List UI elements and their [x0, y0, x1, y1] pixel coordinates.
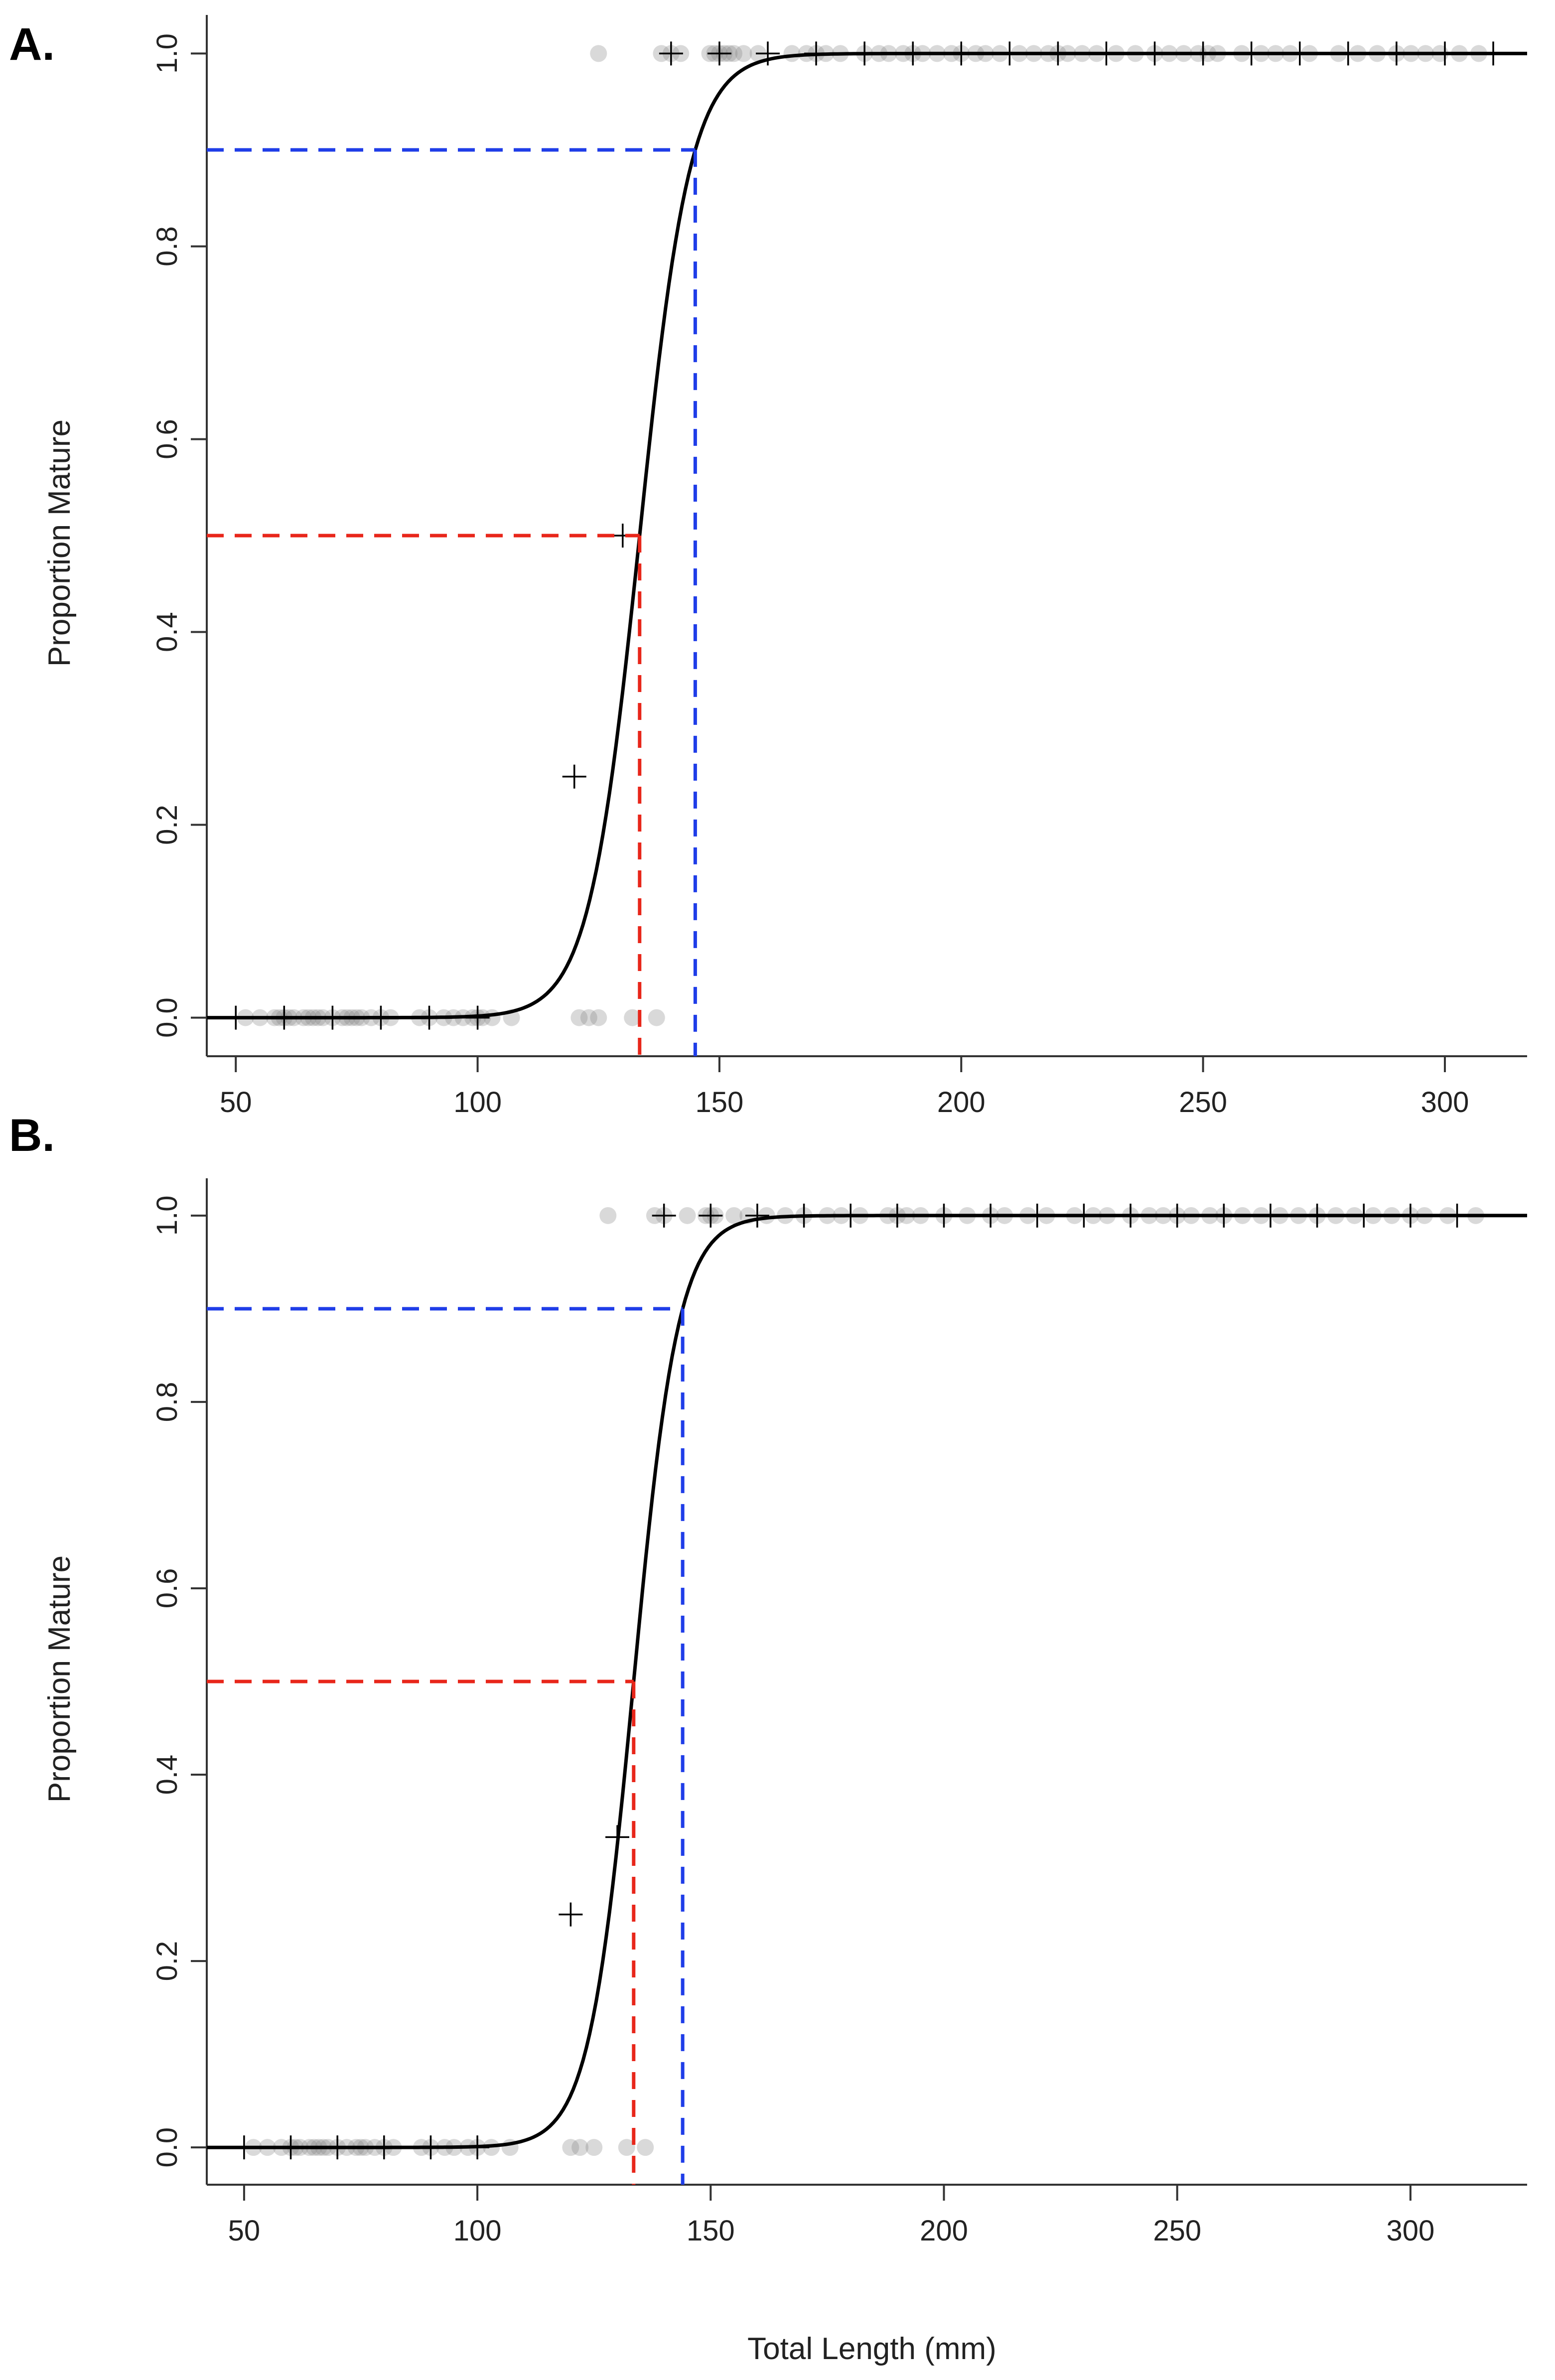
- immature-observation-point: [570, 1009, 588, 1026]
- immature-observation-point: [580, 1009, 597, 1026]
- binned-proportion-marker: [652, 1203, 676, 1228]
- immature-observation-point: [624, 1009, 641, 1026]
- immature-observation-point: [590, 1009, 607, 1026]
- x-tick-label: 50: [228, 2215, 261, 2247]
- mature-observation-point: [590, 45, 607, 62]
- immature-observation-point: [562, 2139, 579, 2156]
- mature-observation-point: [725, 1207, 743, 1224]
- binned-proportion-marker: [756, 41, 780, 66]
- panel-a-ylabel: Proportion Mature: [42, 420, 77, 667]
- mature-observation-point: [725, 45, 743, 62]
- y-tick-label: 0.6: [151, 1568, 183, 1609]
- immature-observation-point: [637, 2139, 654, 2156]
- panel-b-ylabel: Proportion Mature: [42, 1555, 77, 1803]
- y-tick-label: 0.8: [151, 226, 183, 267]
- y-tick-label: 1.0: [151, 1195, 183, 1236]
- panel-b-plot: 50 100 150 200 250 300 0.0 0.2 0.4 0.6 0.8 1.0: [151, 1178, 1527, 2247]
- binned-proportion-marker: [699, 1203, 723, 1228]
- y-tick-label: 0.0: [151, 997, 183, 1038]
- x-tick-label: 150: [687, 2215, 735, 2247]
- x-tick-label: 300: [1421, 1086, 1469, 1119]
- x-tick-label: 100: [453, 1086, 502, 1119]
- immature-observation-point: [618, 2139, 635, 2156]
- panel-b-letter: B.: [9, 1110, 55, 1161]
- y-tick-label: 0.6: [151, 419, 183, 459]
- immature-observation-point: [585, 2139, 603, 2156]
- panel-a-plot: 50 100 150 200 250 300 0.0 0.2 0.4 0.6 0.8 1.0: [151, 15, 1527, 1119]
- x-tick-label: 50: [220, 1086, 252, 1119]
- y-tick-label: 0.0: [151, 2127, 183, 2168]
- x-tick-label: 250: [1153, 2215, 1201, 2247]
- binned-proportion-marker: [745, 1203, 769, 1228]
- x-tick-label: 300: [1387, 2215, 1435, 2247]
- panel-b: B. Proportion Mature 50 100 150 200 250 300 0.…: [9, 1110, 1527, 2247]
- mature-observation-point: [679, 1207, 696, 1224]
- mature-observation-point: [599, 1207, 617, 1224]
- y-tick-label: 0.8: [151, 1382, 183, 1422]
- panel-a: A. Proportion Mature 50 100 150 200 250 300 0.…: [9, 15, 1527, 1119]
- x-tick-label: 100: [453, 2215, 502, 2247]
- binned-proportion-marker: [659, 41, 683, 66]
- y-tick-label: 0.4: [151, 612, 183, 652]
- y-tick-label: 0.2: [151, 805, 183, 845]
- immature-observation-point: [648, 1009, 665, 1026]
- x-tick-label: 200: [920, 2215, 968, 2247]
- y-tick-label: 0.2: [151, 1941, 183, 1981]
- binned-proportion-marker: [707, 41, 731, 66]
- immature-observation-point: [571, 2139, 589, 2156]
- panel-a-letter: A.: [9, 19, 55, 70]
- y-tick-label: 1.0: [151, 33, 183, 74]
- binned-proportion-marker: [562, 764, 586, 789]
- binned-proportion-marker: [559, 1902, 583, 1927]
- x-tick-label: 200: [937, 1086, 986, 1119]
- y-tick-label: 0.4: [151, 1755, 183, 1795]
- x-tick-label: 250: [1179, 1086, 1227, 1119]
- logistic-fit-curve: [207, 1214, 1527, 2149]
- mature-observation-point: [783, 45, 801, 62]
- logistic-fit-curve: [207, 51, 1527, 1020]
- x-tick-label: 150: [696, 1086, 744, 1119]
- x-axis-title: Total Length (mm): [747, 2332, 996, 2366]
- mature-observation-point: [735, 45, 752, 62]
